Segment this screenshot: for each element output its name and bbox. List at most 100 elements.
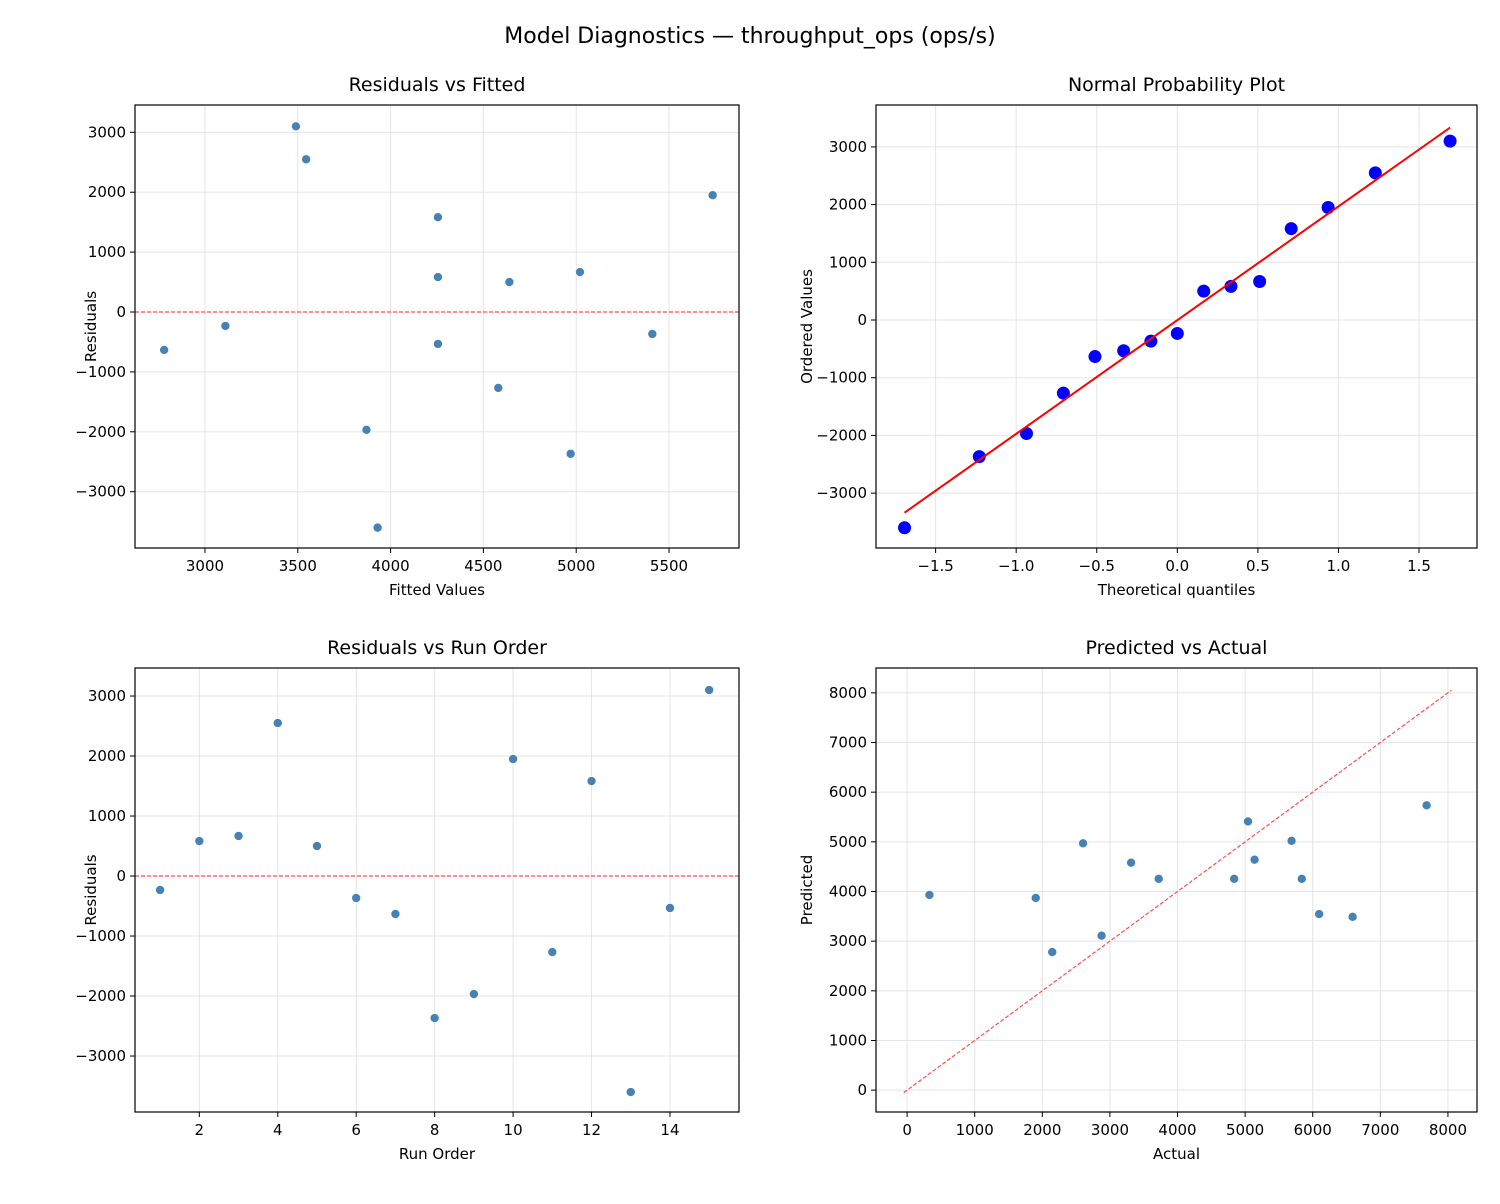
y-tick-label: 3000 [88, 687, 126, 705]
x-tick-label: 5000 [1226, 1121, 1264, 1139]
data-point [1347, 912, 1358, 922]
axes-frame [134, 104, 740, 549]
data-point [1170, 326, 1184, 340]
x-tick-label: 3000 [186, 557, 224, 575]
x-tick-label: 0.0 [1165, 557, 1189, 575]
data-point [665, 903, 675, 913]
data-point [924, 890, 935, 900]
x-tick-label: 7000 [1361, 1121, 1399, 1139]
x-axis-label: Theoretical quantiles [1097, 581, 1256, 599]
x-axis-label: Run Order [399, 1145, 476, 1163]
data-point [1153, 874, 1164, 884]
y-tick-label: −1000 [75, 927, 126, 945]
x-tick-label: 0 [902, 1121, 912, 1139]
data-point [547, 947, 558, 957]
x-tick-label: −1.5 [917, 557, 953, 575]
subplot-title: Normal Probability Plot [1068, 74, 1285, 96]
data-point [1144, 334, 1158, 348]
y-tick-label: 2000 [88, 747, 126, 765]
data-point [1229, 874, 1239, 884]
data-point [493, 383, 504, 393]
y-tick-label: −3000 [75, 483, 126, 501]
x-tick-label: −0.5 [1079, 557, 1115, 575]
data-point [372, 522, 383, 533]
data-point [1056, 386, 1070, 400]
x-tick-label: 4500 [464, 557, 502, 575]
y-axis-label: Predicted [798, 855, 816, 925]
y-tick-label: 3000 [829, 932, 867, 950]
data-point [291, 121, 301, 132]
x-tick-label: −1.0 [998, 557, 1034, 575]
data-point [390, 909, 401, 919]
subplot-title: Residuals vs Fitted [349, 74, 526, 96]
y-tick-label: 4000 [829, 882, 867, 900]
data-point [1088, 350, 1102, 364]
subplot-title: Predicted vs Actual [1086, 637, 1268, 659]
x-tick-label: 5000 [557, 557, 595, 575]
data-point [1224, 279, 1238, 293]
x-tick-label: 4000 [1158, 1121, 1196, 1139]
data-point [625, 1087, 636, 1097]
data-point [586, 776, 597, 786]
x-tick-label: 0.5 [1246, 557, 1270, 575]
data-point [1284, 222, 1298, 236]
figure-title: Model Diagnostics — throughput_ops (ops/… [504, 24, 995, 49]
y-tick-label: 1000 [829, 1031, 867, 1049]
axes-frame [134, 667, 740, 1113]
data-point [1253, 275, 1267, 289]
y-tick-label: 3000 [88, 123, 126, 141]
data-point [1096, 930, 1107, 941]
y-tick-label: 8000 [829, 684, 867, 702]
data-point [575, 267, 585, 277]
x-tick-label: 4000 [372, 557, 410, 575]
data-point [1421, 800, 1432, 811]
x-tick-label: 5500 [650, 557, 688, 575]
data-point [1030, 893, 1041, 903]
data-point [312, 841, 322, 851]
data-point [1243, 816, 1253, 827]
data-point [1314, 909, 1324, 919]
data-point [194, 836, 205, 846]
data-point [159, 345, 169, 355]
data-point [1321, 200, 1335, 214]
y-tick-label: 1000 [88, 807, 126, 825]
y-tick-label: −1000 [75, 363, 126, 381]
data-point [301, 154, 311, 165]
data-point [233, 831, 244, 841]
x-tick-label: 14 [660, 1121, 679, 1139]
data-point [1047, 947, 1058, 957]
y-axis-label: Residuals [82, 854, 100, 925]
y-tick-label: −1000 [816, 369, 867, 387]
panel-residuals-vs-fitted: 3000 3500 4000 4500 5000 5500 −3000 −2000 −1000 0… [75, 74, 740, 599]
panel-residuals-vs-run-order: 2 4 6 8 10 12 14 −3000 −2000 −1000 0 1000 2000 3000 Re… [75, 637, 740, 1163]
x-tick-label: 6000 [1294, 1121, 1332, 1139]
data-point [647, 329, 658, 339]
y-tick-label: 6000 [829, 783, 867, 801]
y-axis-label: Residuals [82, 291, 100, 362]
y-tick-label: −3000 [816, 484, 867, 502]
y-tick-label: −2000 [75, 423, 126, 441]
y-axis-label: Ordered Values [798, 269, 816, 384]
x-tick-label: 2000 [1023, 1121, 1061, 1139]
y-tick-label: 2000 [829, 982, 867, 1000]
data-point [361, 425, 372, 435]
x-tick-label: 1.0 [1327, 557, 1351, 575]
data-point [1117, 344, 1131, 358]
fit-line [903, 126, 1451, 514]
data-point [155, 885, 165, 895]
panel-normal-probability-plot: −1.5 −1.0 −0.5 0.0 0.5 1.0 1.5 −3000 −2000 −1000 0… [798, 74, 1478, 599]
subplot-title: Residuals vs Run Order [327, 637, 547, 659]
data-point [1286, 836, 1297, 846]
x-tick-label: 1.5 [1407, 557, 1431, 575]
data-point [1019, 427, 1033, 441]
data-point [1443, 134, 1457, 148]
data-point [351, 893, 362, 903]
y-tick-label: 7000 [829, 733, 867, 751]
y-tick-label: 2000 [829, 196, 867, 214]
data-point [504, 277, 515, 287]
y-tick-label: 0 [116, 303, 126, 321]
data-point [1249, 854, 1260, 865]
x-tick-label: 10 [504, 1121, 523, 1139]
x-tick-label: 6 [351, 1121, 361, 1139]
